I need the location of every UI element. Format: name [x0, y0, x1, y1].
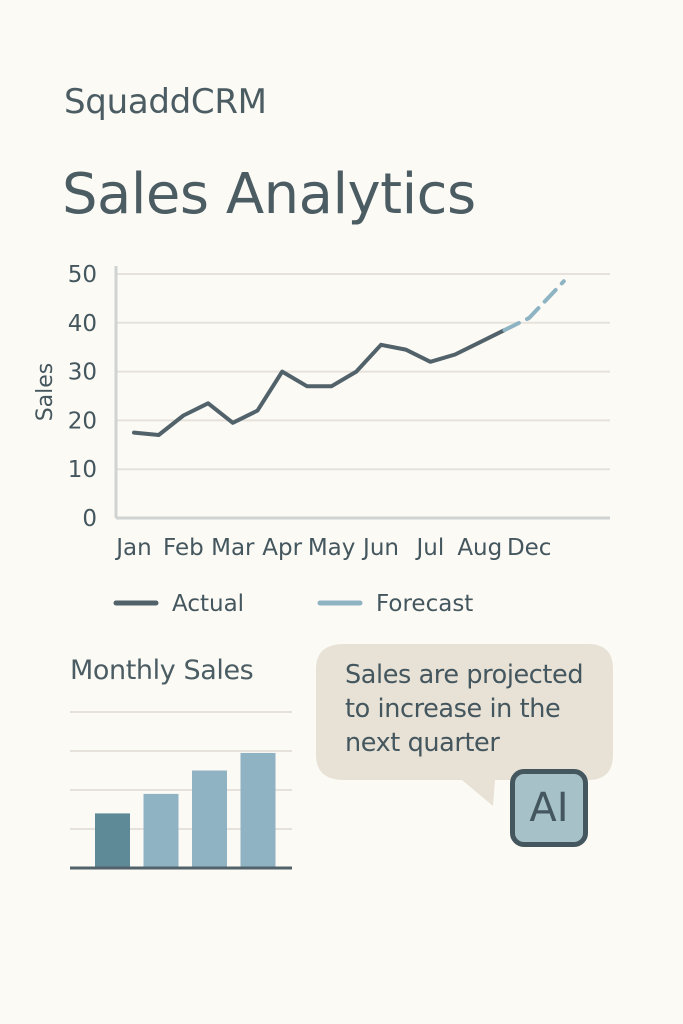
x-tick-label: Aug — [457, 535, 502, 561]
insight-message: Sales are projected to increase in the n… — [345, 660, 584, 758]
x-tick-label: Feb — [163, 535, 204, 561]
legend-label-actual: Actual — [172, 591, 244, 617]
x-tick-label: Dec — [507, 535, 552, 561]
y-tick-label: 20 — [68, 408, 97, 434]
series-line-actual — [132, 328, 507, 437]
monthly-sales-title: Monthly Sales — [70, 655, 254, 686]
x-tick-label: Apr — [262, 535, 302, 561]
y-tick-label: 0 — [82, 506, 97, 532]
page-title: Sales Analytics — [62, 162, 476, 227]
x-tick-label: Jun — [361, 535, 399, 561]
x-tick-label: May — [308, 535, 356, 561]
y-tick-label: 10 — [68, 457, 97, 483]
series-line-forecast — [502, 279, 566, 333]
legend-label-forecast: Forecast — [376, 591, 473, 617]
y-tick-label: 30 — [68, 360, 97, 386]
y-axis-label: Sales — [33, 363, 58, 422]
y-tick-label: 40 — [68, 311, 97, 337]
brand-name: SquaddCRM — [64, 82, 267, 122]
x-tick-label: Jul — [415, 535, 445, 561]
x-tick-label: Mar — [211, 535, 255, 561]
ai-badge-icon: AI — [510, 769, 588, 847]
y-tick-label: 50 — [68, 262, 97, 288]
ai-badge-label: AI — [529, 785, 569, 831]
x-tick-label: Jan — [114, 535, 151, 561]
speech-bubble-shape — [316, 644, 613, 806]
